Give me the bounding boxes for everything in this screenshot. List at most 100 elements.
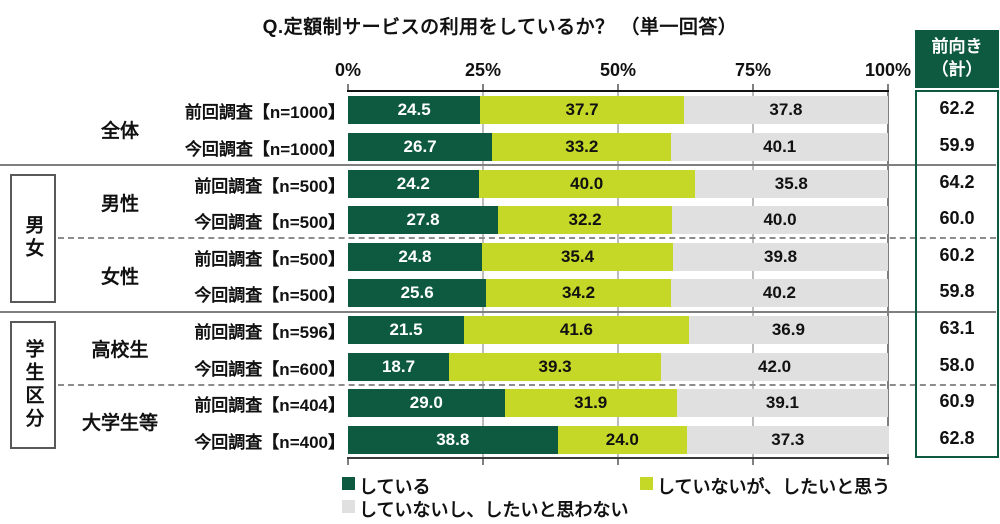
axis-label: 0% bbox=[334, 60, 361, 80]
bar-segment-series2: 31.9 bbox=[504, 389, 677, 418]
separator-dashed bbox=[58, 383, 996, 386]
bar-value: 24.2 bbox=[396, 173, 430, 193]
bar-value: 40.2 bbox=[762, 283, 796, 303]
plot-bottom-border bbox=[347, 456, 889, 459]
group-label: 大学生等 bbox=[81, 413, 158, 435]
plot-top-border bbox=[347, 89, 889, 92]
gridline-100 bbox=[887, 92, 889, 458]
block-label: 学生区分 bbox=[22, 338, 44, 431]
axis-tick-bottom bbox=[752, 458, 754, 465]
axis-label: 100% bbox=[864, 60, 912, 80]
bar-segment-series2: 37.7 bbox=[480, 96, 684, 125]
bar-value: 31.9 bbox=[574, 393, 608, 413]
row-label: 今回調査【n=400】 bbox=[194, 432, 345, 452]
axis-tick-bottom bbox=[617, 458, 619, 465]
row-label: 前回調査【n=1000】 bbox=[184, 103, 345, 123]
group-label: 女性 bbox=[100, 267, 139, 288]
bar-segment-series2: 40.0 bbox=[478, 169, 695, 198]
legend-swatch bbox=[342, 500, 355, 513]
legend-label: していないし、したいと思わない bbox=[359, 500, 629, 520]
gridline-75 bbox=[752, 92, 754, 458]
legend-swatch bbox=[640, 477, 653, 490]
bar-segment-series1: 24.2 bbox=[348, 169, 479, 198]
total-header-line1: 前向き bbox=[931, 37, 983, 57]
legend-label: している bbox=[359, 477, 431, 497]
bar-value: 32.2 bbox=[568, 210, 602, 230]
bar-value: 39.1 bbox=[765, 393, 799, 413]
bar-segment-series2: 35.4 bbox=[481, 242, 674, 271]
total-value: 59.8 bbox=[939, 281, 975, 302]
chart-title: Q.定額制サービスの利用をしているか？ （単一回答） bbox=[262, 17, 738, 38]
row-label: 今回調査【n=1000】 bbox=[184, 139, 345, 159]
bar-segment-series1: 21.5 bbox=[348, 315, 465, 344]
block-label: 男女 bbox=[22, 215, 44, 262]
row-label: 前回調査【n=500】 bbox=[194, 249, 345, 269]
total-value: 59.9 bbox=[939, 134, 975, 155]
bar-value: 18.7 bbox=[381, 356, 416, 376]
bar-segment-series1: 26.7 bbox=[348, 132, 493, 161]
bar-value: 24.8 bbox=[398, 246, 432, 266]
row-label: 前回調査【n=404】 bbox=[194, 396, 345, 416]
bar-segment-series3: 40.2 bbox=[670, 279, 888, 308]
bar-segment-series2: 39.3 bbox=[448, 352, 662, 381]
row-label: 前回調査【n=500】 bbox=[194, 176, 345, 196]
group-label: 男性 bbox=[100, 193, 139, 215]
bar-segment-series1: 29.0 bbox=[348, 389, 505, 418]
axis-label: 50% bbox=[599, 60, 637, 80]
total-value: 62.8 bbox=[939, 427, 975, 448]
separator-dashed bbox=[58, 237, 996, 240]
bar-value: 40.1 bbox=[763, 136, 797, 156]
bar-segment-series3: 40.1 bbox=[671, 132, 888, 161]
bar-value: 41.6 bbox=[559, 319, 593, 339]
bar-value: 24.0 bbox=[605, 429, 639, 449]
totals-column-box bbox=[915, 90, 999, 458]
bar-value: 35.4 bbox=[560, 246, 595, 266]
total-header-line2: （計） bbox=[931, 60, 983, 79]
gridline-25 bbox=[482, 92, 484, 458]
group-label: 全体 bbox=[100, 120, 139, 142]
bar-segment-series3: 37.3 bbox=[687, 425, 889, 454]
bar-value: 24.5 bbox=[397, 100, 431, 120]
separator-solid bbox=[0, 310, 996, 313]
total-value: 58.0 bbox=[939, 354, 975, 375]
bar-value: 38.8 bbox=[436, 429, 470, 449]
bar-segment-series1: 24.5 bbox=[348, 96, 481, 125]
total-value: 63.1 bbox=[939, 317, 975, 338]
bar-value: 37.8 bbox=[769, 100, 803, 120]
total-value: 60.2 bbox=[939, 244, 975, 265]
axis-tick-bottom bbox=[347, 458, 349, 465]
bar-value: 25.6 bbox=[400, 283, 434, 303]
group-label: 高校生 bbox=[91, 340, 149, 362]
bar-value: 37.7 bbox=[565, 100, 599, 120]
bar-segment-series3: 35.8 bbox=[694, 169, 888, 198]
bar-segment-series2: 32.2 bbox=[498, 206, 672, 235]
bar-segment-series2: 34.2 bbox=[486, 279, 671, 308]
axis-tick-bottom bbox=[887, 458, 889, 465]
bar-segment-series1: 38.8 bbox=[348, 425, 558, 454]
bar-value: 36.9 bbox=[771, 319, 805, 339]
axis-tick-top bbox=[887, 84, 889, 92]
row-label: 前回調査【n=596】 bbox=[194, 322, 345, 342]
bar-value: 39.8 bbox=[763, 246, 798, 266]
total-value: 62.2 bbox=[939, 98, 975, 119]
bar-segment-series1: 25.6 bbox=[348, 279, 487, 308]
axis-tick-top bbox=[752, 84, 754, 92]
block-box: 学生区分 bbox=[10, 320, 56, 449]
bar-segment-series3: 36.9 bbox=[688, 315, 888, 344]
axis-tick-top bbox=[347, 84, 349, 92]
block-box: 男女 bbox=[10, 174, 56, 303]
bar-value: 33.2 bbox=[565, 136, 599, 156]
bar-segment-series3: 39.1 bbox=[676, 389, 888, 418]
row-label: 今回調査【n=500】 bbox=[194, 213, 345, 233]
bar-segment-series3: 39.8 bbox=[673, 242, 888, 271]
axis-tick-top bbox=[482, 84, 484, 92]
row-label: 今回調査【n=500】 bbox=[194, 286, 345, 306]
bar-segment-series3: 40.0 bbox=[672, 206, 888, 235]
legend-label: していないが、したいと思う bbox=[657, 477, 891, 497]
bar-segment-series3: 37.8 bbox=[683, 96, 888, 125]
bar-segment-series2: 24.0 bbox=[557, 425, 688, 454]
bar-value: 42.0 bbox=[758, 356, 792, 376]
bar-value: 40.0 bbox=[763, 210, 797, 230]
bar-value: 27.8 bbox=[406, 210, 440, 230]
axis-label: 25% bbox=[464, 60, 502, 80]
